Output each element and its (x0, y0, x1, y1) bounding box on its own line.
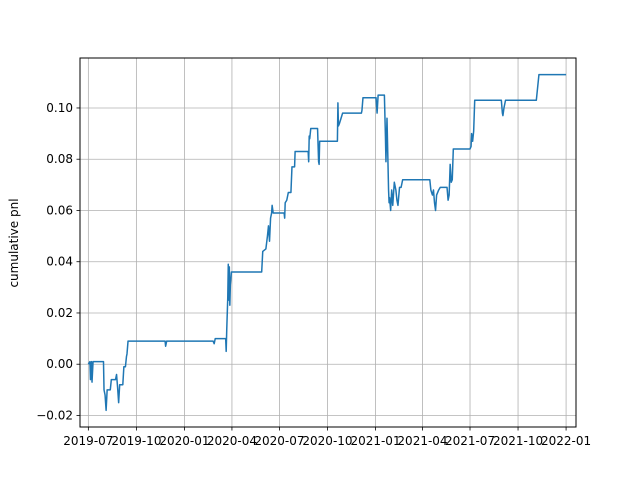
series-line (87, 73, 567, 412)
plot-frame (79, 57, 577, 428)
y-tick-label: 0.00 (46, 357, 73, 371)
y-tick-label: 0.04 (46, 255, 73, 269)
y-tick-label: 0.10 (46, 101, 73, 115)
x-tick-label: 2019-10 (111, 434, 161, 448)
y-axis-label: cumulative pnl (7, 198, 21, 287)
x-tick-label: 2020-07 (254, 434, 304, 448)
x-tick-label: 2021-10 (493, 434, 543, 448)
x-tick-label: 2021-07 (445, 434, 495, 448)
x-tick-label: 2022-01 (541, 434, 591, 448)
x-tick-label: 2020-04 (207, 434, 257, 448)
y-tick-label: −0.02 (36, 408, 73, 422)
x-tick-label: 2020-10 (302, 434, 352, 448)
y-tick-label: 0.08 (46, 152, 73, 166)
x-tick-label: 2020-01 (159, 434, 209, 448)
x-axis-ticks: 2019-072019-102020-012020-042020-072020-… (63, 427, 591, 448)
x-grid (87, 58, 567, 427)
y-grid (80, 107, 576, 416)
x-tick-label: 2021-01 (350, 434, 400, 448)
y-tick-label: 0.06 (46, 203, 73, 217)
x-tick-label: 2021-04 (397, 434, 447, 448)
x-tick-label: 2019-07 (63, 434, 113, 448)
y-axis-ticks: −0.02 0.00 0.02 0.04 0.06 0.08 0.10 (36, 101, 80, 422)
y-tick-label: 0.02 (46, 306, 73, 320)
series-layer (87, 73, 567, 412)
